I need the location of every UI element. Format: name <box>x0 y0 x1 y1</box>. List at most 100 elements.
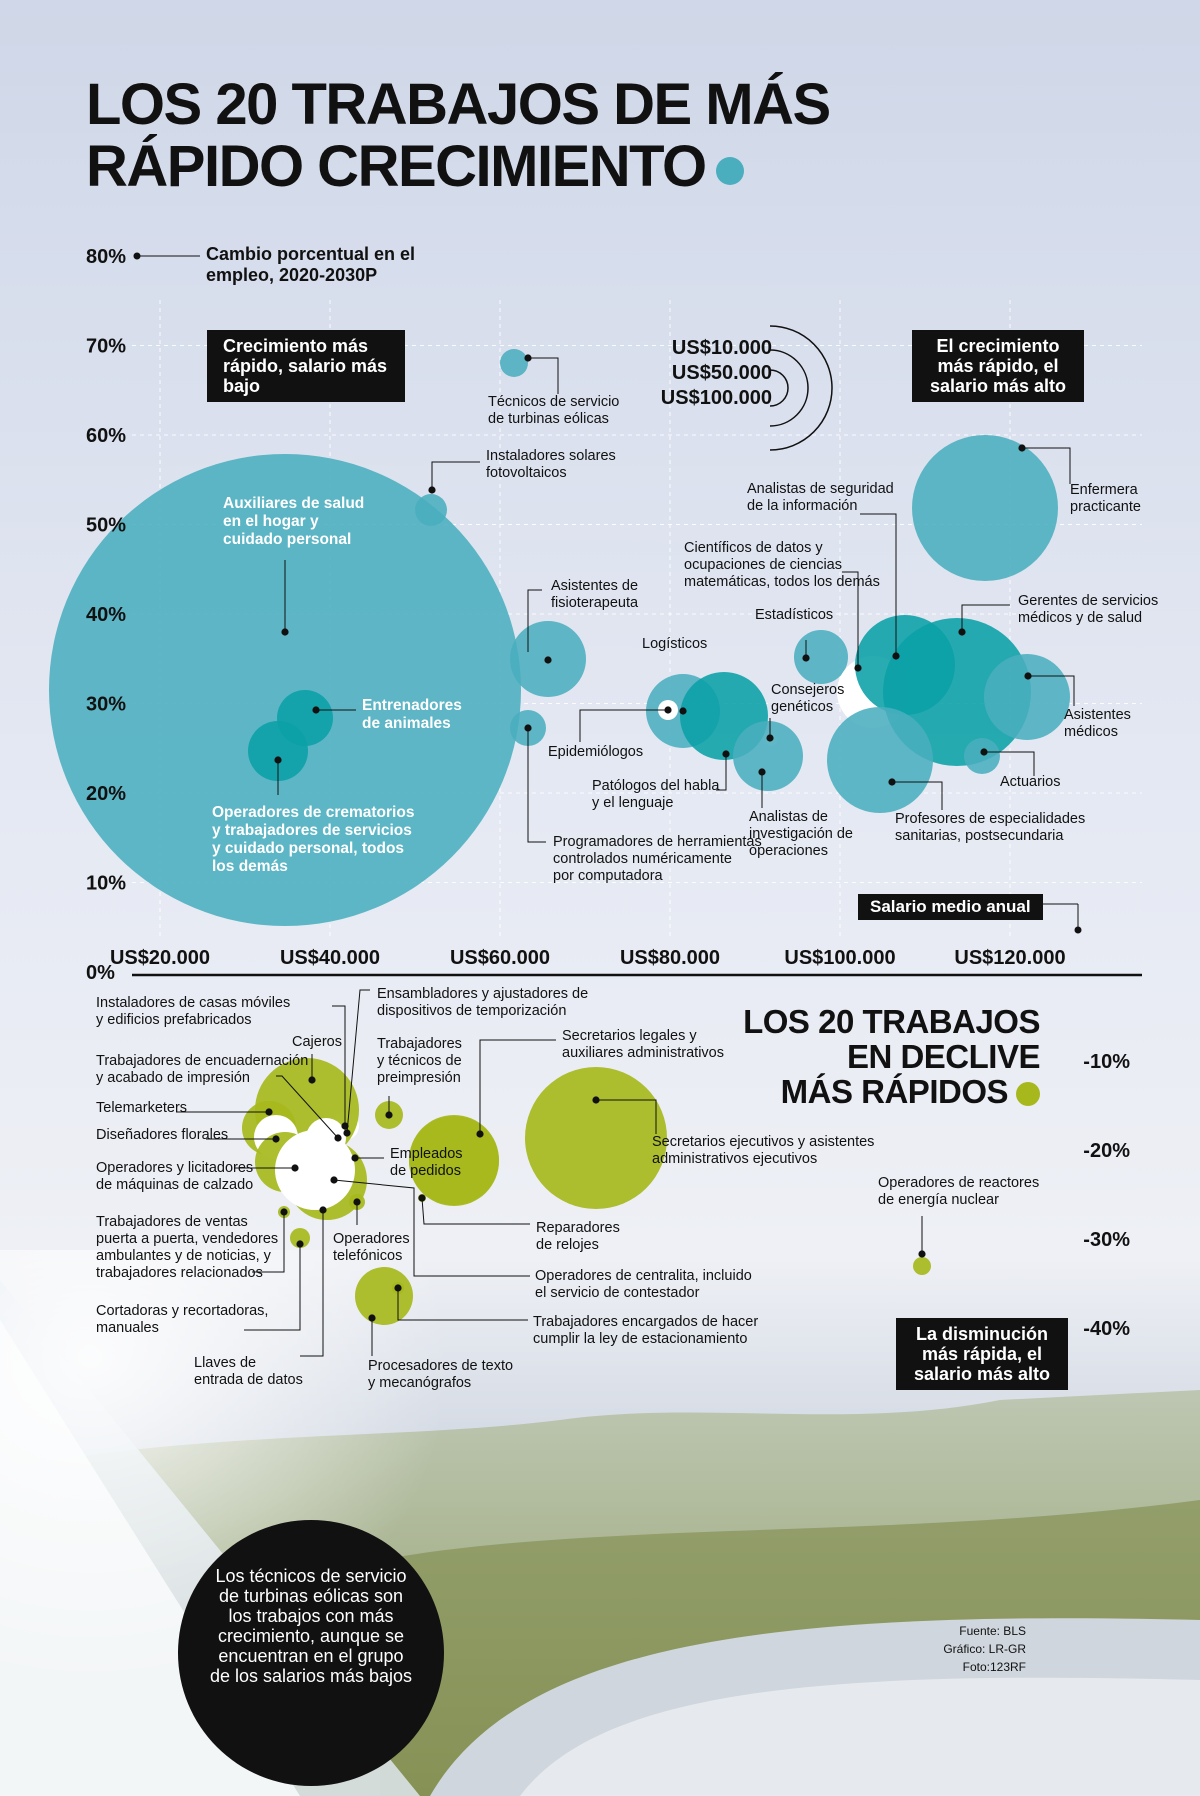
quadrant-label-bottom-right: La disminución más rápida, el salario má… <box>896 1318 1068 1390</box>
decline-label-instaladores-de-casas-moviles-y-edificio: Instaladores de casas móviles y edificios… <box>96 995 290 1028</box>
decline-dot-trabajadores-de-ventas-puerta-a-puerta-v <box>280 1208 288 1216</box>
decline-label-empleados-de-pedidos: Empleados de pedidos <box>390 1146 463 1179</box>
growth-leader-enfermera-practicante <box>1022 447 1071 484</box>
decline-dot-ensambladores-y-ajustadores-de-dispositi <box>343 1129 351 1137</box>
decline-label-telemarketers: Telemarketers <box>96 1100 187 1116</box>
growth-label-line-cientificos-de-datos-y-ocupaciones-de-ci-2: matemáticas, todos los demás <box>684 574 880 590</box>
credit-photo: Foto:123RF <box>962 1660 1026 1674</box>
size-legend-arc-small <box>769 369 789 407</box>
decline-label-line-trabajadores-y-tecnicos-de-preimpresion-1: y técnicos de <box>377 1053 462 1069</box>
growth-dot-actuarios <box>980 748 988 756</box>
size-legend-100k: US$100.000 <box>660 387 772 409</box>
growth-label-line-operadores-de-crematorios-y-trabajadores-1: y trabajadores de servicios <box>212 822 412 839</box>
growth-label-asistentes-medicos: Asistentes médicos <box>1064 707 1131 740</box>
decline-label-line-secretarios-legales-y-auxiliares-adminis-1: auxiliares administrativos <box>562 1045 724 1061</box>
growth-label-tecnicos-de-servicio-de-turbinas-eolicas: Técnicos de servicio de turbinas eólicas <box>488 394 619 427</box>
decline-label-line-trabajadores-de-ventas-puerta-a-puerta-v-1: puerta a puerta, vendedores <box>96 1231 278 1247</box>
growth-label-line-gerentes-de-servicios-medicos-y-de-salud-1: médicos y de salud <box>1018 610 1142 626</box>
growth-dot-patologos-del-habla-y-el-lenguaje <box>722 750 730 758</box>
decline-label-ensambladores-y-ajustadores-de-dispositi: Ensambladores y ajustadores de dispositiv… <box>377 986 588 1019</box>
callout-text: Los técnicos de servicio de turbinas eól… <box>209 1566 413 1686</box>
growth-label-entrenadores-de-animales: Entrenadores de animales <box>362 697 462 732</box>
size-legend-arc-large <box>769 325 833 451</box>
page-title-line1: LOS 20 TRABAJOS DE MÁS <box>86 72 831 137</box>
growth-dot-enfermera-practicante <box>1018 444 1026 452</box>
growth-label-line-instaladores-solares-fotovoltaicos-0: Instaladores solares <box>486 448 616 464</box>
growth-leader-programadores-de-herramientas-controlado <box>527 728 546 843</box>
growth-bubble-actuarios <box>964 738 1000 774</box>
decline-label-disenadores-florales: Diseñadores florales <box>96 1127 228 1143</box>
growth-label-line-estadisticos-0: Estadísticos <box>755 607 833 623</box>
decline-label-cajeros: Cajeros <box>292 1034 342 1050</box>
growth-label-actuarios: Actuarios <box>1000 774 1060 790</box>
decline-label-line-procesadores-de-texto-y-mecanografos-0: Procesadores de texto <box>368 1358 513 1374</box>
decline-y-tick-20: -20% <box>1083 1140 1130 1162</box>
growth-label-line-enfermera-practicante-0: Enfermera <box>1070 482 1139 498</box>
decline-y-tick-40: -40% <box>1083 1318 1130 1340</box>
growth-label-programadores-de-herramientas-controlado: Programadores de herramientas controlados… <box>553 834 762 884</box>
growth-label-line-analistas-de-investigacion-de-operacione-1: investigación de <box>749 826 853 842</box>
growth-label-line-actuarios-0: Actuarios <box>1000 774 1060 790</box>
quadrant-label-top-right: El crecimiento más rápido, el salario má… <box>912 330 1084 402</box>
growth-dot-logisticos <box>679 707 687 715</box>
y-tick-20: 20% <box>86 783 126 805</box>
growth-leader-analistas-de-seguridad-de-la-informacion <box>860 513 897 656</box>
decline-label-line-operadores-y-licitadores-de-maquinas-de--0: Operadores y licitadores <box>96 1160 253 1176</box>
growth-leader-epidemiologos <box>579 709 668 742</box>
decline-label-line-cortadoras-y-recortadoras-manuales-0: Cortadoras y recortadoras, <box>96 1303 268 1319</box>
growth-leader-asistentes-de-fisioterapeuta <box>527 589 542 652</box>
decline-label-line-operadores-de-centralita-incluido-el-ser-0: Operadores de centralita, incluido <box>535 1268 752 1284</box>
decline-bubble-procesadores-de-texto-y-mecanografos <box>355 1267 413 1325</box>
decline-label-operadores-de-reactores-de-energia-nucle: Operadores de reactores de energía nuclea… <box>878 1175 1039 1208</box>
x-tick-us-20-000: US$20.000 <box>110 947 210 969</box>
growth-label-line-tecnicos-de-servicio-de-turbinas-eolicas-1: de turbinas eólicas <box>488 411 609 427</box>
size-legend-50k: US$50.000 <box>671 362 772 384</box>
decline-leader-reparadores-de-relojes <box>421 1197 530 1225</box>
growth-label-enfermera-practicante: Enfermera practicante <box>1070 482 1141 515</box>
decline-dot-secretarios-ejecutivos-y-asistentes-admi <box>592 1096 600 1104</box>
growth-label-auxiliares-de-salud-en-el-hogar-y-cuidad: Auxiliares de salud en el hogar y cuidado … <box>223 495 364 548</box>
decline-label-line-operadores-y-licitadores-de-maquinas-de--1: de máquinas de calzado <box>96 1177 253 1193</box>
y-tick-0: 0% <box>86 962 115 984</box>
growth-dot-auxiliares-de-salud-en-el-hogar-y-cuidad <box>281 628 289 636</box>
decline-dot-disenadores-florales <box>272 1135 280 1143</box>
growth-label-analistas-de-investigacion-de-operacione: Analistas de investigación de operaciones <box>749 809 853 859</box>
credit-source: Fuente: BLS <box>959 1624 1026 1638</box>
y-tick-80: 80% <box>86 246 126 268</box>
decline-label-line-llaves-de-entrada-de-datos-0: Llaves de <box>194 1355 256 1371</box>
growth-dot-estadisticos <box>802 654 810 662</box>
y-caption-dot <box>133 252 141 260</box>
growth-label-line-asistentes-de-fisioterapeuta-1: fisioterapeuta <box>551 595 639 611</box>
decline-leader-cortadoras-y-recortadoras-manuales <box>244 1244 301 1331</box>
decline-dot-cortadoras-y-recortadoras-manuales <box>296 1240 304 1248</box>
growth-bubble-enfermera-practicante <box>912 435 1058 581</box>
growth-bubble-instaladores-solares-fotovoltaicos <box>415 494 447 526</box>
growth-label-instaladores-solares-fotovoltaicos: Instaladores solares fotovoltaicos <box>486 448 616 481</box>
growth-label-line-auxiliares-de-salud-en-el-hogar-y-cuidad-2: cuidado personal <box>223 531 351 548</box>
growth-label-line-entrenadores-de-animales-0: Entrenadores <box>362 697 462 714</box>
decline-bubble-secretarios-ejecutivos-y-asistentes-admi <box>525 1067 667 1209</box>
decline-label-line-instaladores-de-casas-moviles-y-edificio-0: Instaladores de casas móviles <box>96 995 290 1011</box>
decline-label-operadores-y-licitadores-de-maquinas-de-: Operadores y licitadores de máquinas de c… <box>96 1160 253 1193</box>
growth-dot-entrenadores-de-animales <box>312 706 320 714</box>
growth-dot-profesores-de-especialidades-sanitarias- <box>888 778 896 786</box>
decline-label-line-trabajadores-de-ventas-puerta-a-puerta-v-0: Trabajadores de ventas <box>96 1214 248 1230</box>
growth-dot-analistas-de-seguridad-de-la-informacion <box>892 652 900 660</box>
decline-dot-trabajadores-encargados-de-hacer-cumplir <box>394 1284 402 1292</box>
growth-label-operadores-de-crematorios-y-trabajadores: Operadores de crematorios y trabajadores … <box>212 804 414 875</box>
growth-label-line-gerentes-de-servicios-medicos-y-de-salud-0: Gerentes de servicios <box>1018 593 1158 609</box>
decline-label-line-trabajadores-de-encuadernacion-y-acabado-0: Trabajadores de encuadernación <box>96 1053 308 1069</box>
growth-label-line-patologos-del-habla-y-el-lenguaje-0: Patólogos del habla <box>592 778 720 794</box>
growth-leader-cientificos-de-datos-y-ocupaciones-de-ci <box>842 571 859 668</box>
growth-label-line-profesores-de-especialidades-sanitarias--1: sanitarias, postsecundaria <box>895 828 1064 844</box>
decline-title: LOS 20 TRABAJOS EN DECLIVE MÁS RÁPIDOS <box>740 1004 1040 1109</box>
growth-label-line-entrenadores-de-animales-1: de animales <box>362 715 451 732</box>
decline-leader-ensambladores-y-ajustadores-de-dispositi <box>346 989 370 1134</box>
decline-label-line-llaves-de-entrada-de-datos-1: entrada de datos <box>194 1372 303 1388</box>
decline-bubble-secretarios-legales-y-auxiliares-adminis <box>409 1115 499 1205</box>
y-tick-70: 70% <box>86 336 126 358</box>
decline-label-line-trabajadores-de-ventas-puerta-a-puerta-v-2: ambulantes y de noticias, y <box>96 1248 272 1264</box>
decline-label-trabajadores-encargados-de-hacer-cumplir: Trabajadores encargados de hacer cumplir … <box>533 1314 758 1347</box>
x-axis-caption: Salario medio anual <box>858 894 1043 920</box>
